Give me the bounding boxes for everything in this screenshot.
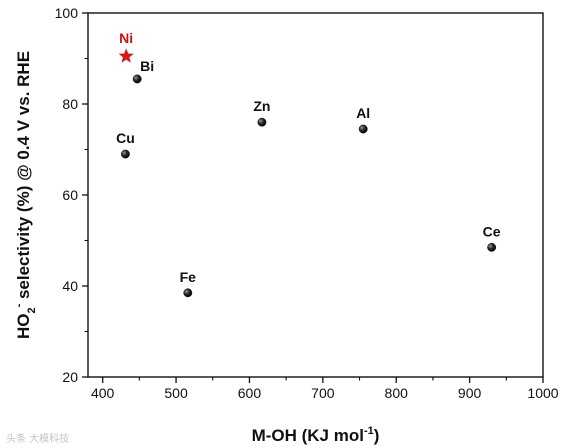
point-ce-marker xyxy=(487,242,497,252)
x-tick-label: 900 xyxy=(458,385,482,401)
tick-labels: 400 500 600 700 800 900 1000 20 40 60 80 100 xyxy=(55,5,559,401)
axis-ticks xyxy=(82,12,544,383)
point-bi-label: Bi xyxy=(140,58,154,74)
x-tick-label: 600 xyxy=(238,385,262,401)
y-tick-label: 60 xyxy=(62,187,78,203)
y-tick-label: 20 xyxy=(62,369,78,385)
x-axis-title: M-OH (KJ mol-1) xyxy=(252,425,380,445)
x-tick-label: 500 xyxy=(164,385,188,401)
data-labels: Ni Bi Cu Zn Al Fe Ce xyxy=(116,30,501,285)
y-tick-label: 40 xyxy=(62,278,78,294)
point-al-label: Al xyxy=(356,105,370,121)
x-tick-label: 700 xyxy=(311,385,335,401)
x-tick-label: 400 xyxy=(91,385,115,401)
y-axis-title: HO2- selectivity (%) @ 0.4 V vs. RHE xyxy=(13,51,38,339)
point-cu-marker xyxy=(121,149,130,159)
point-al-marker xyxy=(358,124,368,134)
point-ni-label: Ni xyxy=(119,30,133,46)
point-zn-marker xyxy=(257,117,267,127)
point-cu-label: Cu xyxy=(116,130,135,146)
point-zn-label: Zn xyxy=(253,98,270,114)
point-bi-marker xyxy=(132,74,142,84)
data-points xyxy=(118,48,497,298)
point-fe-marker xyxy=(183,288,193,298)
watermark: 头条 大模科技 xyxy=(6,434,70,445)
plot-frame xyxy=(87,12,544,378)
y-tick-label: 80 xyxy=(62,96,78,112)
x-tick-label: 800 xyxy=(385,385,409,401)
point-ce-label: Ce xyxy=(483,223,501,239)
x-tick-label: 1000 xyxy=(527,385,558,401)
y-tick-label: 100 xyxy=(55,5,79,21)
point-fe-label: Fe xyxy=(180,269,197,285)
point-ni-star-marker xyxy=(118,48,134,63)
